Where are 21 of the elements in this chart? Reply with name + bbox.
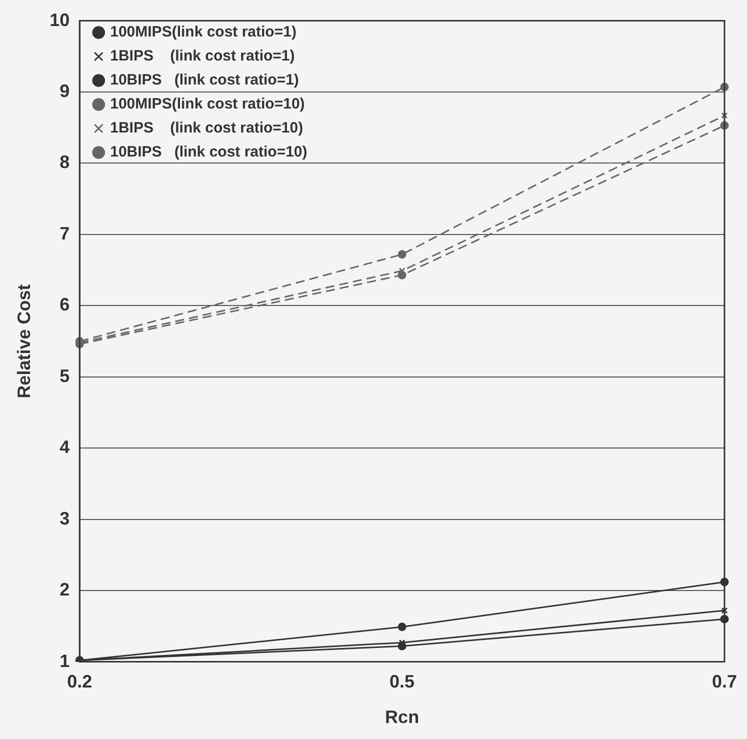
y-tick-label: 5 <box>60 366 70 386</box>
y-tick-label: 8 <box>60 152 70 172</box>
y-tick-label: 4 <box>60 437 70 458</box>
y-axis-title: Relative Cost <box>14 284 34 398</box>
y-tick-label: 1 <box>60 650 70 671</box>
legend-label: 100MIPS(link cost ratio=1) <box>110 24 296 41</box>
y-tick-label: 9 <box>60 80 70 101</box>
y-tick-label: 10 <box>50 10 70 30</box>
y-tick-label: 7 <box>60 223 70 244</box>
legend-label: 1BIPS (link cost ratio=10) <box>110 120 304 137</box>
legend-label: 100MIPS(link cost ratio=10) <box>110 96 305 113</box>
y-tick-label: 3 <box>60 508 70 528</box>
y-tick-label: 6 <box>60 294 70 315</box>
x-tick-label: 0.5 <box>390 672 415 692</box>
x-tick-label: 0.2 <box>67 672 92 692</box>
x-tick-label: 0.7 <box>712 672 738 692</box>
legend-label: 1BIPS (link cost ratio=1) <box>110 48 295 65</box>
x-axis-title: Rcn <box>385 707 420 728</box>
legend-label: 10BIPS (link cost ratio=1) <box>110 72 299 89</box>
y-tick-label: 2 <box>60 580 70 600</box>
legend-label: 10BIPS (link cost ratio=10) <box>110 144 308 161</box>
